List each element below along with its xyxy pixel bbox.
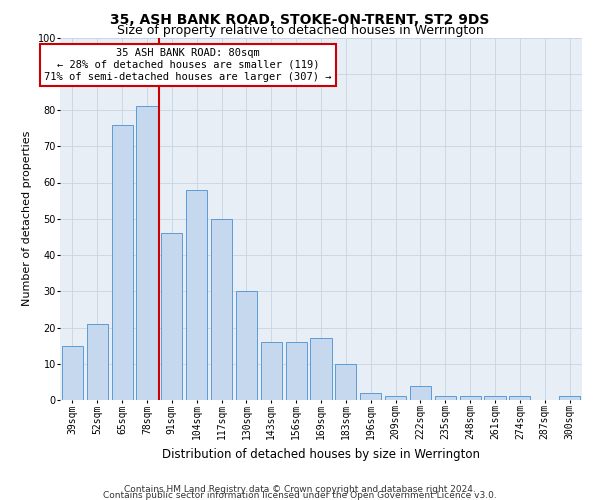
Bar: [435, 396, 456, 400]
Bar: [112, 124, 133, 400]
Text: Contains public sector information licensed under the Open Government Licence v3: Contains public sector information licen…: [103, 490, 497, 500]
Bar: [484, 396, 506, 400]
Bar: [211, 219, 232, 400]
Bar: [62, 346, 83, 400]
Text: 35, ASH BANK ROAD, STOKE-ON-TRENT, ST2 9DS: 35, ASH BANK ROAD, STOKE-ON-TRENT, ST2 9…: [110, 12, 490, 26]
Bar: [161, 233, 182, 400]
Bar: [460, 396, 481, 400]
Bar: [410, 386, 431, 400]
Text: 35 ASH BANK ROAD: 80sqm
← 28% of detached houses are smaller (119)
71% of semi-d: 35 ASH BANK ROAD: 80sqm ← 28% of detache…: [44, 48, 332, 82]
Bar: [261, 342, 282, 400]
Text: Size of property relative to detached houses in Werrington: Size of property relative to detached ho…: [116, 24, 484, 37]
Y-axis label: Number of detached properties: Number of detached properties: [22, 131, 32, 306]
Bar: [310, 338, 332, 400]
Bar: [236, 291, 257, 400]
Bar: [87, 324, 108, 400]
Bar: [286, 342, 307, 400]
Bar: [335, 364, 356, 400]
Bar: [136, 106, 158, 400]
Bar: [385, 396, 406, 400]
Bar: [360, 393, 381, 400]
X-axis label: Distribution of detached houses by size in Werrington: Distribution of detached houses by size …: [162, 448, 480, 461]
Bar: [509, 396, 530, 400]
Bar: [186, 190, 207, 400]
Text: Contains HM Land Registry data © Crown copyright and database right 2024.: Contains HM Land Registry data © Crown c…: [124, 485, 476, 494]
Bar: [559, 396, 580, 400]
